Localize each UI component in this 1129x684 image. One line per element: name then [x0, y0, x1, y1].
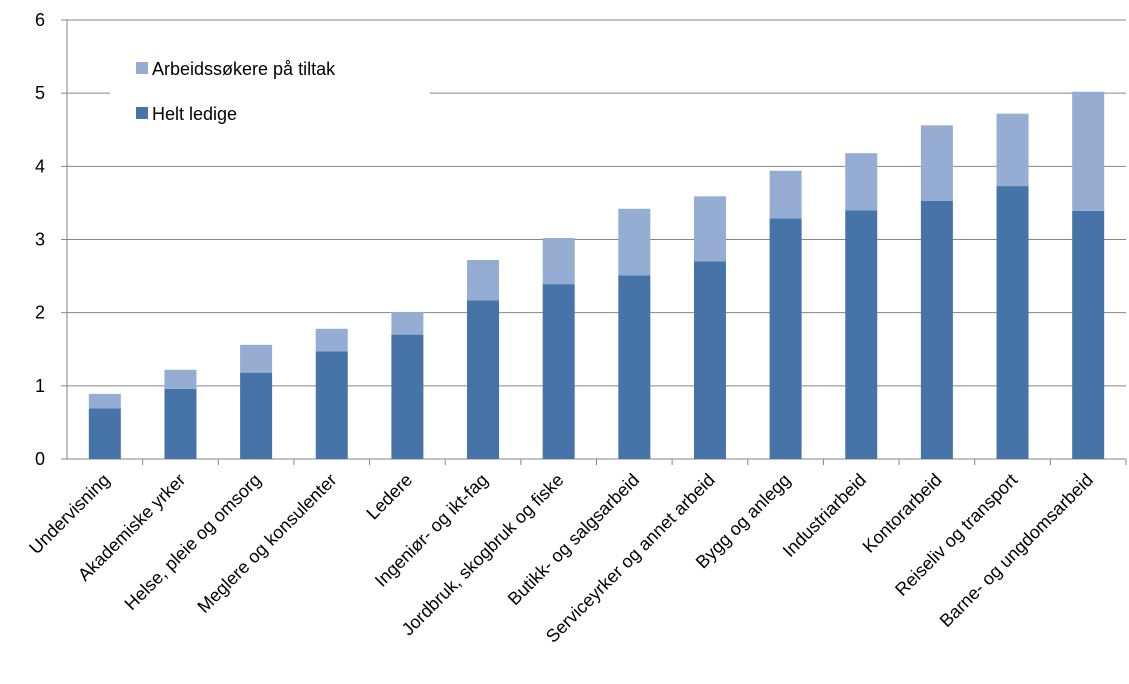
bar-segment-tiltak — [693, 196, 726, 262]
bar-segment-tiltak — [618, 208, 651, 276]
bar-segment-tiltak — [391, 311, 424, 335]
bar-segment-helt-ledige — [845, 210, 878, 459]
bar-segment-helt-ledige — [467, 300, 500, 459]
x-category-label: Ledere — [362, 470, 416, 524]
bar-segment-helt-ledige — [542, 284, 575, 459]
legend-label-helt-ledige: Helt ledige — [152, 104, 237, 124]
bar-segment-helt-ledige — [618, 275, 651, 459]
bar-segment-helt-ledige — [391, 334, 424, 459]
bar-segment-tiltak — [542, 238, 575, 285]
bar-segment-tiltak — [315, 328, 348, 352]
legend-swatch-tiltak — [136, 62, 148, 74]
bar-segment-helt-ledige — [1072, 210, 1105, 459]
legend-label-tiltak: Arbeidssøkere på tiltak — [152, 59, 336, 79]
bar-segment-helt-ledige — [920, 200, 953, 459]
x-category-label: Butikk- og salgsarbeid — [504, 470, 643, 609]
bar-segment-tiltak — [996, 113, 1029, 187]
bar-segment-helt-ledige — [315, 351, 348, 459]
y-tick-labels: 0 1 2 3 4 5 6 — [35, 10, 45, 469]
bar-segment-tiltak — [240, 344, 273, 373]
legend: Arbeidssøkere på tiltak Helt ledige — [110, 50, 430, 140]
bar-segment-tiltak — [88, 393, 121, 409]
bar-segment-tiltak — [467, 259, 500, 301]
y-tick-label: 3 — [35, 230, 45, 250]
bar-segment-tiltak — [769, 170, 802, 219]
bar-segment-helt-ledige — [240, 372, 273, 459]
bar-segment-tiltak — [164, 369, 197, 389]
bars — [88, 91, 1105, 460]
y-tick-label: 0 — [35, 449, 45, 469]
y-tick-label: 2 — [35, 303, 45, 323]
y-tick-label: 5 — [35, 83, 45, 103]
bar-segment-helt-ledige — [769, 218, 802, 459]
legend-background — [110, 50, 430, 140]
bar-segment-tiltak — [920, 125, 953, 201]
x-category-label: Meglere og konsulenter — [193, 470, 340, 617]
x-category-label: Barne- og ungdomsarbeid — [936, 470, 1097, 631]
bar-segment-helt-ledige — [164, 388, 197, 459]
bar-segment-helt-ledige — [693, 261, 726, 459]
y-tick-label: 6 — [35, 10, 45, 30]
bar-segment-tiltak — [845, 153, 878, 211]
x-category-label: Jordbruk, skogbruk og fiske — [398, 470, 568, 640]
x-category-label: Helse, pleie og omsorg — [121, 470, 265, 614]
bar-segment-helt-ledige — [996, 186, 1029, 460]
y-tick-label: 1 — [35, 376, 45, 396]
bar-segment-helt-ledige — [88, 408, 121, 459]
y-tick-label: 4 — [35, 156, 45, 176]
legend-swatch-helt-ledige — [136, 107, 148, 119]
bar-segment-tiltak — [1072, 91, 1105, 211]
